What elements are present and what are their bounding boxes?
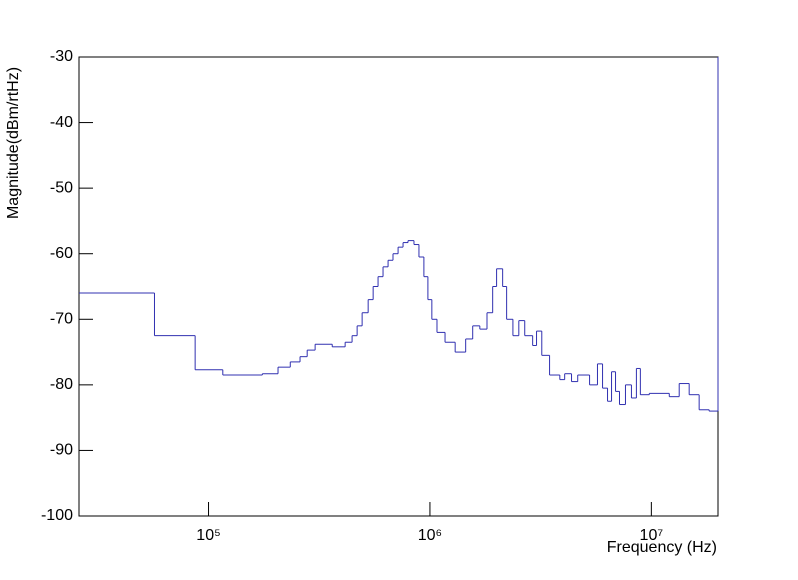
x-tick-label: 10⁷ xyxy=(640,527,664,544)
bin-connector xyxy=(153,57,719,412)
x-tick-label: 10⁶ xyxy=(418,527,442,544)
plot-frame xyxy=(78,56,719,517)
y-tick-label: -70 xyxy=(50,311,73,328)
y-tick-label: -40 xyxy=(50,114,73,131)
y-tick-label: -60 xyxy=(50,245,73,262)
x-tick-label: 10⁵ xyxy=(196,527,220,544)
y-tick-label: -30 xyxy=(50,48,73,65)
y-tick-label: -50 xyxy=(50,179,73,196)
y-tick-label: -100 xyxy=(41,507,73,524)
x-axis-title: Frequency (Hz) xyxy=(607,539,717,556)
y-tick-label: -90 xyxy=(50,442,73,459)
y-axis-title: Magnitude(dBm/rtHz) xyxy=(5,67,22,219)
y-tick-label: -80 xyxy=(50,376,73,393)
